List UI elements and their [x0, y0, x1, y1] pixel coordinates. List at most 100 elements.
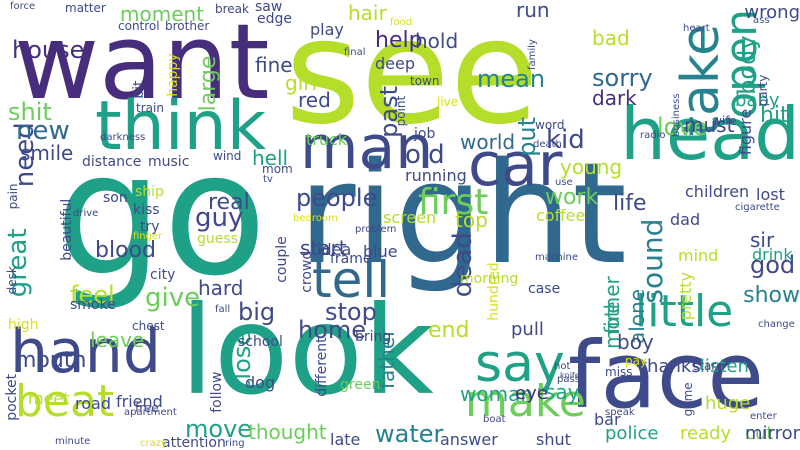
word-radio: radio	[640, 130, 666, 141]
word-say: say	[545, 380, 580, 404]
word-darkness: darkness	[100, 132, 146, 143]
word-shut: shut	[536, 430, 571, 449]
word-bad: bad	[592, 26, 630, 50]
word-meet: meet	[28, 389, 70, 408]
word-woman: woman	[460, 382, 534, 406]
word-live: live	[437, 95, 459, 109]
word-wife: wife	[712, 114, 737, 128]
word-police: police	[605, 423, 659, 444]
word-truck: truck	[306, 130, 348, 149]
word-speak: speak	[605, 407, 635, 418]
word-show: show	[743, 283, 800, 308]
word-large: large	[196, 55, 221, 112]
word-death: death	[533, 139, 562, 150]
word-late: late	[330, 430, 361, 449]
word-hell: hell	[252, 146, 289, 170]
word-pay: pay	[625, 354, 648, 368]
word-pretty: pretty	[676, 271, 695, 321]
word-see: see	[285, 0, 539, 157]
word-figure: figure	[736, 108, 755, 156]
word-miss: miss	[605, 365, 633, 379]
word-go: go	[55, 116, 267, 314]
word-drink: drink	[752, 245, 793, 264]
word-real: real	[208, 190, 250, 215]
word-huge: huge	[705, 393, 751, 414]
word-pocket: pocket	[4, 373, 20, 421]
word-edge: edge	[257, 11, 292, 27]
word-look: look	[180, 280, 434, 422]
word-heart: heart	[683, 23, 710, 34]
word-town: town	[410, 74, 440, 88]
word-listen: listen	[700, 356, 749, 377]
word-mind: mind	[678, 246, 719, 265]
word-house: house	[12, 36, 85, 64]
word-force: force	[10, 1, 36, 12]
word-happy: happy	[165, 53, 181, 97]
word-pass: pass	[557, 374, 580, 385]
word-run: run	[516, 0, 550, 22]
word-must: must	[684, 113, 735, 137]
word-sorry: sorry	[592, 64, 653, 92]
word-wrong: wrong	[744, 2, 800, 23]
word-chest: chest	[132, 319, 165, 333]
word-sir: sir	[750, 228, 775, 252]
word-children: children	[685, 182, 750, 201]
word-problem: problem	[355, 224, 397, 235]
word-mean: mean	[477, 65, 546, 93]
word-thought: thought	[248, 420, 327, 444]
word-brother: brother	[165, 19, 210, 33]
word-boat: boat	[483, 414, 506, 425]
word-god: god	[750, 251, 796, 279]
word-running: running	[405, 166, 467, 185]
word-bar: bar	[594, 410, 621, 429]
word-hot: hot	[554, 361, 571, 372]
word-head: head	[620, 92, 800, 176]
word-feel: feel	[70, 281, 115, 309]
word-morning: morning	[460, 271, 519, 287]
word-city: city	[150, 267, 176, 283]
word-attention: attention	[162, 435, 226, 450]
word-girl: girl	[285, 71, 318, 95]
word-blood: blood	[95, 238, 156, 263]
word-use: use	[555, 177, 573, 188]
word-young: young	[560, 155, 623, 179]
word-stop: stop	[325, 298, 377, 326]
word-mom: mom	[262, 162, 293, 176]
word-coffee: coffee	[536, 206, 586, 225]
word-new: new	[16, 116, 70, 146]
word-word: word	[535, 118, 565, 132]
word-dead: dead	[448, 232, 478, 298]
word-love: love	[657, 113, 708, 141]
word-pain: pain	[6, 183, 20, 210]
word-smile: smile	[20, 141, 74, 165]
word-son: son	[103, 190, 128, 206]
word-hit: hit	[760, 103, 789, 128]
word-matter: matter	[65, 1, 106, 15]
word-change: change	[758, 319, 795, 330]
word-knife: knife	[560, 371, 580, 380]
word-enter: enter	[750, 411, 777, 422]
word-frame: frame	[330, 251, 372, 267]
word-say: say	[475, 334, 565, 394]
word-man: man	[300, 113, 434, 183]
word-finger: finger	[133, 231, 163, 242]
word-world: world	[460, 130, 516, 154]
word-game: game	[681, 382, 695, 417]
word-cigarette: cigarette	[735, 202, 780, 213]
word-move: move	[185, 415, 253, 443]
word-bedroom: bedroom	[293, 213, 338, 224]
word-friend: friend	[116, 392, 163, 411]
word-break: break	[215, 2, 249, 16]
word-little: little	[635, 286, 734, 337]
word-school: school	[238, 334, 283, 350]
word-home: home	[298, 316, 367, 344]
word-make: make	[465, 376, 586, 427]
word-ready: ready	[680, 423, 732, 444]
word-party: party	[756, 74, 770, 107]
word-final: final	[344, 47, 366, 58]
word-help: help	[375, 28, 423, 53]
word-give: give	[145, 283, 201, 313]
word-big: big	[238, 298, 276, 326]
word-face: face	[568, 322, 764, 429]
word-shit: shit	[8, 98, 52, 126]
